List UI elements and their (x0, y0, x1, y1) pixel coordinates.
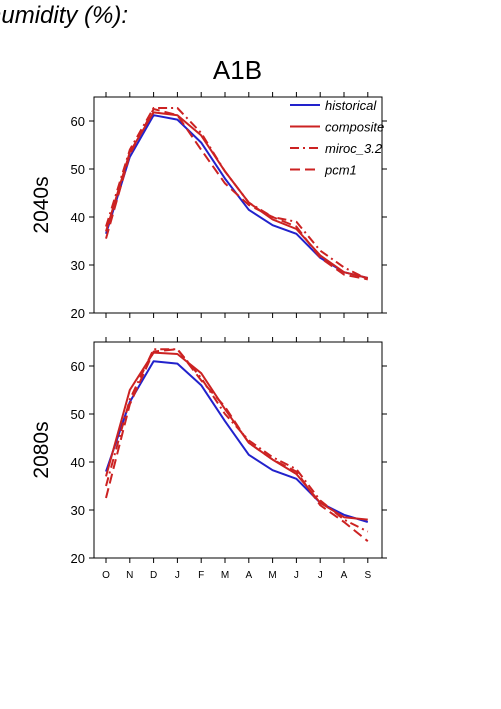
y-tick-label: 40 (71, 455, 85, 470)
series-line-pcm1 (105, 348, 369, 542)
page-title: humidity (%): (0, 2, 129, 29)
series-line-historical (105, 114, 369, 279)
series-line-miroc-3-2 (105, 107, 369, 281)
scenario-title: A1B (212, 55, 263, 85)
y-tick-label: 20 (71, 551, 85, 566)
y-tick-label: 60 (71, 114, 85, 129)
x-tick-label: N (126, 570, 133, 581)
legend-label: miroc_3.2 (325, 141, 383, 156)
x-tick-label: J (318, 570, 323, 581)
series-line-composite (105, 351, 368, 521)
plot-frame (93, 96, 383, 314)
series-line-pcm1 (105, 108, 368, 281)
x-tick-label: A (245, 570, 252, 581)
x-tick-label: S (364, 570, 371, 581)
panel-label: 2080s (30, 421, 53, 478)
x-tick-label: J (294, 570, 299, 581)
panel-label: 2040s (30, 176, 53, 233)
y-tick-label: 60 (71, 359, 85, 374)
legend-label: composite (325, 120, 384, 135)
series-line-miroc-3-2 (105, 348, 369, 533)
x-tick-label: M (268, 570, 276, 581)
y-tick-label: 30 (71, 258, 85, 273)
x-tick-label: A (341, 570, 348, 581)
x-tick-label: J (175, 570, 180, 581)
plot-frame (93, 341, 383, 559)
legend-label: historical (325, 98, 377, 113)
x-tick-label: F (198, 570, 204, 581)
y-tick-label: 40 (71, 210, 85, 225)
y-tick-label: 20 (71, 306, 85, 321)
series-line-historical (105, 360, 369, 523)
y-tick-label: 50 (71, 407, 85, 422)
x-tick-label: O (102, 570, 110, 581)
y-tick-label: 50 (71, 162, 85, 177)
x-tick-label: M (221, 570, 229, 581)
legend-label: pcm1 (324, 163, 357, 178)
x-tick-label: D (150, 570, 157, 581)
y-tick-label: 30 (71, 503, 85, 518)
